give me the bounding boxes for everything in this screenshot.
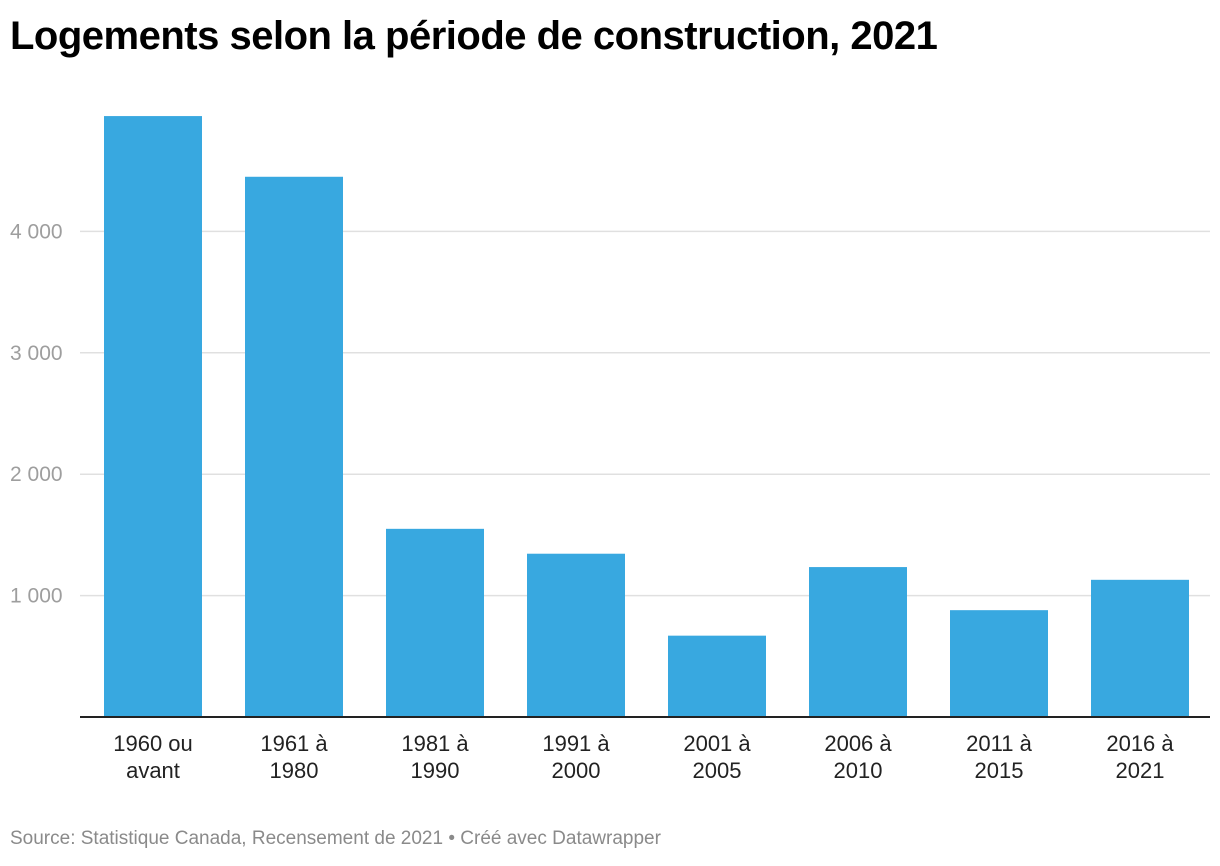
x-tick-label: 2001 à 2005: [683, 731, 751, 783]
x-tick-label: 1991 à 2000: [542, 731, 610, 783]
bar: [104, 116, 202, 717]
x-tick-label: 2006 à 2010: [824, 731, 892, 783]
source-note: Source: Statistique Canada, Recensement …: [10, 828, 444, 849]
x-tick-label: 1981 à 1990: [401, 731, 469, 783]
chart-footer: Source: Statistique Canada, Recensement …: [10, 828, 661, 850]
x-tick-label-line: 1981 à: [401, 731, 469, 756]
x-tick-label-line: 2006 à: [824, 731, 892, 756]
x-tick-label: 1960 ou avant: [113, 731, 193, 783]
bar: [950, 610, 1048, 717]
x-tick-label: 2011 à 2015: [966, 731, 1032, 783]
x-tick-label-line: 1990: [411, 758, 460, 783]
y-tick-label: 3 000: [10, 342, 63, 365]
y-tick-label: 4 000: [10, 220, 63, 243]
x-tick-label-line: 2016 à: [1106, 731, 1174, 756]
x-tick-label-line: 2001 à: [683, 731, 751, 756]
y-tick-label: 2 000: [10, 463, 63, 486]
x-tick-label-line: 2021: [1116, 758, 1165, 783]
x-tick-label-line: 2005: [693, 758, 742, 783]
x-tick-label-line: 1980: [270, 758, 319, 783]
chart-title: Logements selon la période de constructi…: [10, 14, 938, 58]
x-tick-label-line: avant: [126, 758, 180, 783]
x-tick-label-line: 2010: [834, 758, 883, 783]
x-tick-label-line: 2015: [975, 758, 1024, 783]
x-tick-label-line: 2011 à: [966, 731, 1032, 756]
y-axis-ticks: 1 000 2 000 3 000 4 000: [10, 220, 63, 607]
x-tick-label: 1961 à 1980: [260, 731, 328, 783]
credit-note: Créé avec Datawrapper: [460, 828, 661, 849]
x-tick-label-line: 1960 ou: [113, 731, 193, 756]
x-tick-label: 2016 à 2021: [1106, 731, 1174, 783]
bar: [809, 567, 907, 717]
bar: [386, 528, 484, 717]
x-tick-label-line: 1961 à: [260, 731, 328, 756]
bars: [104, 116, 1189, 717]
x-tick-label-line: 2000: [552, 758, 601, 783]
bar: [1091, 579, 1189, 717]
bar: [668, 635, 766, 717]
y-tick-label: 1 000: [10, 585, 63, 608]
bar: [245, 176, 343, 717]
footer-separator: •: [448, 828, 455, 849]
x-tick-label-line: 1991 à: [542, 731, 610, 756]
bar: [527, 553, 625, 717]
